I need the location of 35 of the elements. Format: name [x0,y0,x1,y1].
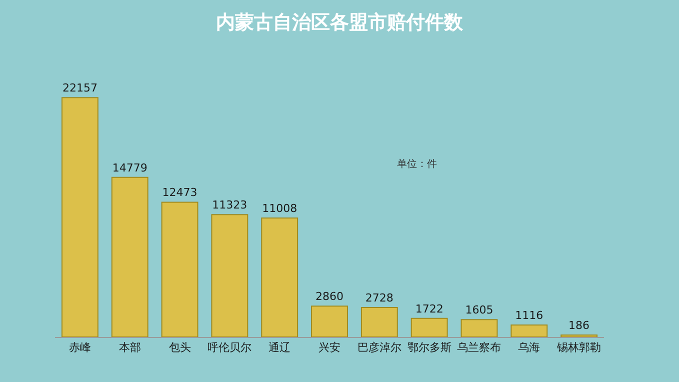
x-tick-label: 赤峰 [68,341,91,354]
data-label: 11008 [262,202,298,216]
x-tick-label: 乌海 [518,341,540,354]
x-tick-label: 本部 [118,341,141,354]
data-label: 22157 [62,82,98,95]
bar [410,318,448,337]
bar [111,176,148,337]
data-label: 186 [568,318,590,332]
bar [211,214,248,337]
data-label: 12473 [162,186,198,200]
data-label: 2728 [365,292,394,305]
bar [61,97,98,337]
bar [161,202,198,337]
data-label: 14779 [112,161,148,174]
x-tick-label: 鄂尔多斯 [407,341,452,354]
bar [460,319,498,337]
data-label: 1722 [415,302,444,316]
x-tick-label: 呼伦贝尔 [208,341,252,354]
bar [261,218,298,337]
data-label: 11323 [212,198,248,212]
bar [510,324,548,337]
data-label: 2860 [316,290,344,304]
annotation: 单位：件 [397,158,437,170]
x-tick-label: 通辽 [268,341,291,354]
data-label: 1605 [465,304,494,317]
x-tick-label: 包头 [168,341,191,354]
bar [360,307,398,337]
bar [311,306,348,337]
x-tick-label: 兴安 [318,341,340,354]
x-tick-label: 锡林郭勒 [556,341,602,354]
x-tick-label: 巴彦淖尔 [357,341,402,354]
data-label: 1116 [515,308,544,322]
x-tick-label: 乌兰察布 [457,341,502,354]
bar [560,334,598,337]
chart-title: 内蒙古自治区各盟市赔付件数 [216,12,464,34]
